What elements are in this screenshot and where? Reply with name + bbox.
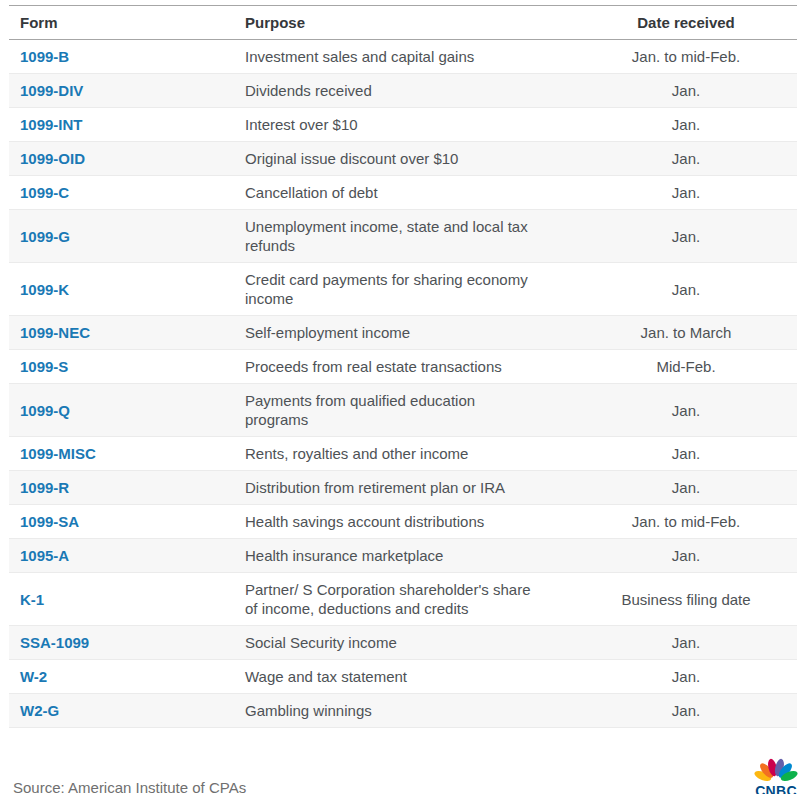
form-number: 1099-DIV	[9, 74, 245, 108]
table-row: 1099-DIV Dividends received Jan.	[9, 74, 797, 108]
form-purpose: Credit card payments for sharing economy…	[245, 263, 575, 316]
form-number: 1099-NEC	[9, 316, 245, 350]
table-row: 1099-R Distribution from retirement plan…	[9, 471, 797, 505]
form-date-received: Jan. to March	[575, 316, 797, 350]
form-date-received: Jan. to mid-Feb.	[575, 505, 797, 539]
table-row: 1099-Q Payments from qualified education…	[9, 384, 797, 437]
form-number: SSA-1099	[9, 626, 245, 660]
column-header-form: Form	[9, 6, 245, 40]
cnbc-wordmark: CNBC	[755, 783, 797, 794]
table-row: 1099-C Cancellation of debt Jan.	[9, 176, 797, 210]
table-row: 1099-OID Original issue discount over $1…	[9, 142, 797, 176]
form-number: 1099-SA	[9, 505, 245, 539]
form-number: 1099-INT	[9, 108, 245, 142]
nbc-peacock-icon	[754, 752, 798, 784]
form-number: 1099-Q	[9, 384, 245, 437]
form-date-received: Jan.	[575, 176, 797, 210]
form-date-received: Jan.	[575, 694, 797, 728]
table-row: 1099-NEC Self-employment income Jan. to …	[9, 316, 797, 350]
form-purpose: Gambling winnings	[245, 694, 575, 728]
form-purpose: Original issue discount over $10	[245, 142, 575, 176]
form-date-received: Jan.	[575, 210, 797, 263]
form-purpose: Unemployment income, state and local tax…	[245, 210, 575, 263]
form-date-received: Jan.	[575, 384, 797, 437]
form-date-received: Jan. to mid-Feb.	[575, 40, 797, 74]
form-date-received: Jan.	[575, 626, 797, 660]
form-purpose: Health insurance marketplace	[245, 539, 575, 573]
source-attribution: Source: American Institute of CPAs	[13, 779, 246, 794]
form-purpose: Wage and tax statement	[245, 660, 575, 694]
form-purpose: Payments from qualified education progra…	[245, 384, 575, 437]
form-date-received: Jan.	[575, 108, 797, 142]
form-date-received: Jan.	[575, 471, 797, 505]
form-purpose: Distribution from retirement plan or IRA	[245, 471, 575, 505]
table-row: SSA-1099 Social Security income Jan.	[9, 626, 797, 660]
form-date-received: Jan.	[575, 142, 797, 176]
table-row: 1099-INT Interest over $10 Jan.	[9, 108, 797, 142]
form-number: W-2	[9, 660, 245, 694]
tax-forms-table: Form Purpose Date received 1099-B Invest…	[9, 5, 797, 728]
tax-forms-table-container: Form Purpose Date received 1099-B Invest…	[9, 5, 797, 728]
form-number: 1099-MISC	[9, 437, 245, 471]
form-purpose: Partner/ S Corporation shareholder's sha…	[245, 573, 575, 626]
form-purpose: Health savings account distributions	[245, 505, 575, 539]
table-row: 1099-S Proceeds from real estate transac…	[9, 350, 797, 384]
table-row: 1099-MISC Rents, royalties and other inc…	[9, 437, 797, 471]
footer: Source: American Institute of CPAs CNBC	[13, 752, 800, 794]
form-date-received: Jan.	[575, 74, 797, 108]
column-header-purpose: Purpose	[245, 6, 575, 40]
table-header-row: Form Purpose Date received	[9, 6, 797, 40]
form-number: K-1	[9, 573, 245, 626]
form-date-received: Jan.	[575, 660, 797, 694]
table-row: 1099-K Credit card payments for sharing …	[9, 263, 797, 316]
table-row: W-2 Wage and tax statement Jan.	[9, 660, 797, 694]
table-row: 1099-SA Health savings account distribut…	[9, 505, 797, 539]
form-number: W2-G	[9, 694, 245, 728]
table-row: W2-G Gambling winnings Jan.	[9, 694, 797, 728]
table-row: 1099-B Investment sales and capital gain…	[9, 40, 797, 74]
form-date-received: Mid-Feb.	[575, 350, 797, 384]
form-date-received: Business filing date	[575, 573, 797, 626]
form-date-received: Jan.	[575, 539, 797, 573]
table-row: 1099-G Unemployment income, state and lo…	[9, 210, 797, 263]
cnbc-logo: CNBC	[752, 752, 800, 794]
form-purpose: Proceeds from real estate transactions	[245, 350, 575, 384]
form-purpose: Social Security income	[245, 626, 575, 660]
form-date-received: Jan.	[575, 263, 797, 316]
form-date-received: Jan.	[575, 437, 797, 471]
form-number: 1099-G	[9, 210, 245, 263]
form-number: 1099-B	[9, 40, 245, 74]
form-number: 1099-K	[9, 263, 245, 316]
form-number: 1099-R	[9, 471, 245, 505]
column-header-date: Date received	[575, 6, 797, 40]
form-number: 1099-OID	[9, 142, 245, 176]
form-purpose: Interest over $10	[245, 108, 575, 142]
form-number: 1095-A	[9, 539, 245, 573]
form-purpose: Dividends received	[245, 74, 575, 108]
table-row: K-1 Partner/ S Corporation shareholder's…	[9, 573, 797, 626]
form-purpose: Self-employment income	[245, 316, 575, 350]
form-purpose: Cancellation of debt	[245, 176, 575, 210]
form-number: 1099-S	[9, 350, 245, 384]
form-number: 1099-C	[9, 176, 245, 210]
table-row: 1095-A Health insurance marketplace Jan.	[9, 539, 797, 573]
form-purpose: Rents, royalties and other income	[245, 437, 575, 471]
form-purpose: Investment sales and capital gains	[245, 40, 575, 74]
